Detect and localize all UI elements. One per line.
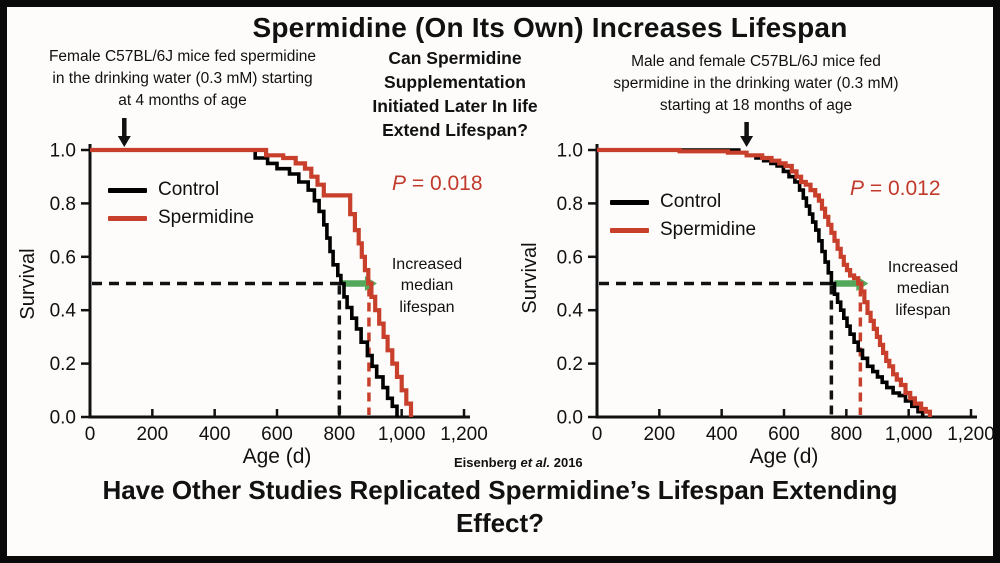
legend-label-spermidine: Spermidine bbox=[158, 207, 255, 228]
legend-label-spermidine: Spermidine bbox=[660, 219, 757, 240]
x-tick-label-1: 600 bbox=[768, 424, 800, 445]
treatment-start-arrow-head-0 bbox=[117, 136, 131, 147]
p-value-right: P = 0.012 bbox=[850, 177, 941, 201]
x-tick-label-1: 1,200 bbox=[947, 424, 995, 445]
x-tick-label-1: 200 bbox=[643, 424, 675, 445]
citation-etal: et al. bbox=[520, 455, 551, 470]
survival-charts-svg: 0 200 400 600 800 1,000 1,200 0.0 0.2 0.4 0.6 0.8 1.… bbox=[50, 118, 995, 445]
y-tick-label-1: 0.4 bbox=[557, 301, 584, 322]
citation-author: Eisenberg bbox=[454, 455, 517, 470]
y-tick-label-0: 0.8 bbox=[50, 194, 76, 215]
legend-item-spermidine: Spermidine bbox=[108, 206, 254, 230]
figure-title: Spermidine (On Its Own) Increases Lifesp… bbox=[252, 12, 848, 43]
x-tick-label-0: 0 bbox=[85, 424, 96, 445]
y-tick-label-0: 0.6 bbox=[50, 247, 76, 268]
legend-item-control: Control bbox=[610, 190, 756, 214]
spermidine-line-swatch bbox=[108, 215, 147, 221]
x-tick-label-0: 200 bbox=[136, 424, 168, 445]
y-tick-label-1: 1.0 bbox=[557, 141, 583, 162]
spermidine-line-swatch bbox=[610, 227, 649, 233]
x-tick-label-1: 400 bbox=[706, 424, 738, 445]
x-tick-label-1: 800 bbox=[830, 424, 862, 445]
y-tick-label-0: 0.2 bbox=[50, 354, 76, 375]
control-survival-curve-1 bbox=[597, 148, 925, 417]
y-tick-label-0: 0.4 bbox=[50, 301, 77, 322]
p-number: = 0.018 bbox=[406, 172, 483, 195]
legend-right: Control Spermidine bbox=[610, 190, 756, 242]
control-line-swatch bbox=[108, 187, 147, 193]
bottom-heading: Have Other Studies Replicated Spermidine… bbox=[102, 475, 898, 539]
citation: Eisenberg et al. 2016 bbox=[454, 455, 583, 470]
increased-median-lifespan-note-left: Increased median lifespan bbox=[391, 256, 463, 316]
treatment-start-arrow-head-1 bbox=[740, 136, 754, 147]
x-tick-label-0: 1,200 bbox=[440, 424, 488, 445]
legend-left: Control Spermidine bbox=[108, 178, 254, 230]
x-axis-label-left: Age (d) bbox=[242, 445, 312, 468]
increased-median-lifespan-note-right: Increased median lifespan bbox=[887, 259, 959, 319]
y-tick-label-0: 0.0 bbox=[50, 408, 76, 429]
p-symbol: P bbox=[850, 177, 865, 200]
y-tick-label-0: 1.0 bbox=[50, 141, 76, 162]
right-condition-note: Male and female C57BL/6J mice fed spermi… bbox=[613, 53, 899, 114]
legend-label-control: Control bbox=[158, 179, 220, 200]
y-tick-label-1: 0.8 bbox=[557, 194, 583, 215]
x-axis-label-right: Age (d) bbox=[749, 445, 819, 468]
control-line-swatch bbox=[610, 199, 649, 205]
x-tick-label-1: 0 bbox=[592, 424, 603, 445]
legend-item-spermidine: Spermidine bbox=[610, 218, 756, 242]
x-tick-label-0: 600 bbox=[261, 424, 293, 445]
citation-year: 2016 bbox=[553, 455, 583, 470]
y-tick-label-1: 0.2 bbox=[557, 354, 583, 375]
legend-item-control: Control bbox=[108, 178, 254, 202]
y-axis-label-right: Survival bbox=[519, 242, 541, 314]
p-symbol: P bbox=[392, 172, 407, 195]
spermidine-survival-curve-1 bbox=[597, 147, 932, 417]
legend-label-control: Control bbox=[660, 191, 722, 212]
left-condition-note: Female C57BL/6J mice fed spermidine in t… bbox=[48, 48, 317, 109]
x-tick-label-0: 800 bbox=[323, 424, 355, 445]
p-number: = 0.012 bbox=[864, 177, 941, 200]
x-tick-label-1: 1,000 bbox=[885, 424, 933, 445]
spermidine-survival-curve-0 bbox=[90, 147, 414, 417]
center-question: Can Spermidine Supplementation Initiated… bbox=[372, 48, 538, 140]
control-survival-curve-0 bbox=[90, 148, 399, 417]
y-tick-label-1: 0.6 bbox=[557, 247, 583, 268]
y-axis-label-left: Survival bbox=[17, 248, 39, 320]
x-tick-label-0: 1,000 bbox=[378, 424, 426, 445]
x-tick-label-0: 400 bbox=[199, 424, 231, 445]
y-tick-label-1: 0.0 bbox=[557, 408, 583, 429]
p-value-left: P = 0.018 bbox=[392, 172, 483, 196]
